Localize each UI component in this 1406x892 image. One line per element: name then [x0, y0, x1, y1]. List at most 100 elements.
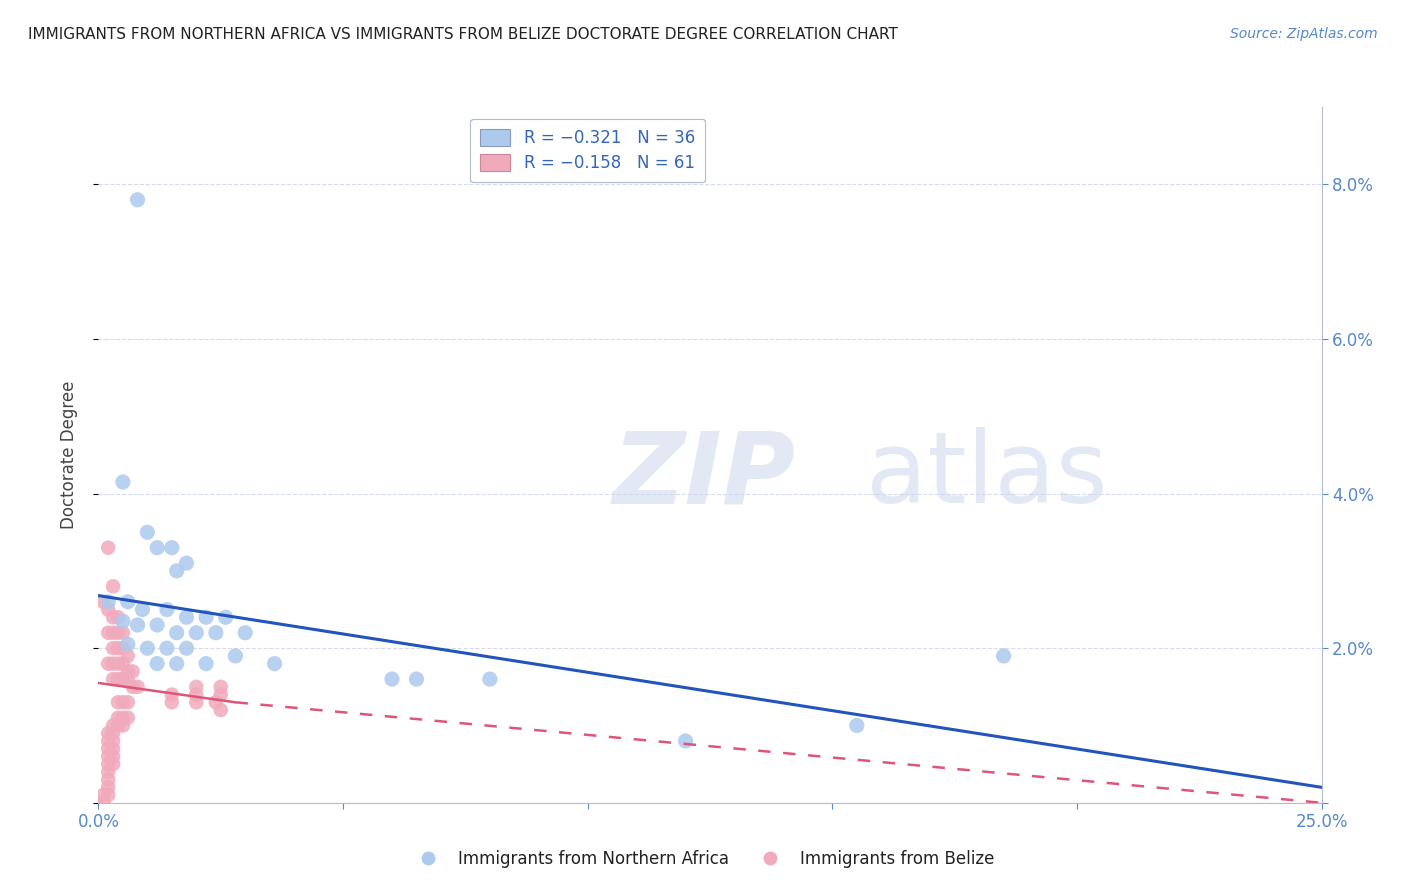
- Point: [136, 525, 159, 540]
- Point: [224, 648, 246, 663]
- Point: [111, 475, 134, 489]
- Point: [117, 648, 139, 663]
- Point: [209, 703, 232, 717]
- Point: [107, 610, 129, 624]
- Point: [97, 625, 120, 640]
- Point: [845, 718, 868, 732]
- Point: [101, 625, 124, 640]
- Point: [117, 665, 139, 679]
- Point: [97, 602, 120, 616]
- Point: [111, 641, 134, 656]
- Point: [993, 648, 1015, 663]
- Point: [209, 680, 232, 694]
- Point: [97, 726, 120, 740]
- Point: [146, 541, 169, 555]
- Point: [107, 625, 129, 640]
- Point: [127, 193, 149, 207]
- Point: [160, 688, 183, 702]
- Point: [111, 614, 134, 628]
- Point: [195, 657, 218, 671]
- Legend: R = −0.321   N = 36, R = −0.158   N = 61: R = −0.321 N = 36, R = −0.158 N = 61: [471, 119, 704, 182]
- Point: [205, 625, 228, 640]
- Point: [107, 672, 129, 686]
- Point: [91, 796, 114, 810]
- Point: [209, 688, 232, 702]
- Point: [195, 610, 218, 624]
- Text: Source: ZipAtlas.com: Source: ZipAtlas.com: [1230, 27, 1378, 41]
- Point: [214, 610, 236, 624]
- Point: [107, 641, 129, 656]
- Point: [97, 595, 120, 609]
- Point: [405, 672, 427, 686]
- Point: [111, 672, 134, 686]
- Point: [101, 757, 124, 772]
- Point: [97, 772, 120, 787]
- Point: [101, 726, 124, 740]
- Point: [146, 618, 169, 632]
- Y-axis label: Doctorate Degree: Doctorate Degree: [59, 381, 77, 529]
- Point: [97, 741, 120, 756]
- Point: [121, 665, 143, 679]
- Point: [97, 764, 120, 779]
- Text: atlas: atlas: [612, 427, 1108, 524]
- Point: [160, 695, 183, 709]
- Point: [233, 625, 256, 640]
- Point: [478, 672, 501, 686]
- Point: [107, 711, 129, 725]
- Point: [91, 788, 114, 802]
- Point: [176, 556, 198, 570]
- Point: [101, 579, 124, 593]
- Point: [107, 657, 129, 671]
- Point: [91, 796, 114, 810]
- Point: [127, 680, 149, 694]
- Point: [97, 749, 120, 764]
- Point: [121, 680, 143, 694]
- Point: [205, 695, 228, 709]
- Point: [111, 718, 134, 732]
- Point: [117, 637, 139, 651]
- Text: ZIP: ZIP: [612, 427, 796, 524]
- Point: [111, 625, 134, 640]
- Point: [111, 695, 134, 709]
- Point: [117, 595, 139, 609]
- Point: [146, 657, 169, 671]
- Point: [675, 734, 697, 748]
- Legend: Immigrants from Northern Africa, Immigrants from Belize: Immigrants from Northern Africa, Immigra…: [405, 844, 1001, 875]
- Point: [156, 602, 179, 616]
- Point: [101, 741, 124, 756]
- Point: [160, 541, 183, 555]
- Point: [263, 657, 285, 671]
- Point: [166, 625, 188, 640]
- Point: [97, 780, 120, 795]
- Point: [176, 610, 198, 624]
- Point: [166, 657, 188, 671]
- Point: [107, 695, 129, 709]
- Point: [97, 757, 120, 772]
- Point: [101, 734, 124, 748]
- Point: [186, 680, 208, 694]
- Point: [127, 618, 149, 632]
- Point: [136, 641, 159, 656]
- Point: [156, 641, 179, 656]
- Point: [176, 641, 198, 656]
- Point: [97, 734, 120, 748]
- Text: IMMIGRANTS FROM NORTHERN AFRICA VS IMMIGRANTS FROM BELIZE DOCTORATE DEGREE CORRE: IMMIGRANTS FROM NORTHERN AFRICA VS IMMIG…: [28, 27, 898, 42]
- Point: [186, 688, 208, 702]
- Point: [101, 672, 124, 686]
- Point: [131, 602, 153, 616]
- Point: [117, 695, 139, 709]
- Point: [381, 672, 404, 686]
- Point: [97, 657, 120, 671]
- Point: [101, 749, 124, 764]
- Point: [117, 711, 139, 725]
- Point: [101, 641, 124, 656]
- Point: [97, 788, 120, 802]
- Point: [186, 625, 208, 640]
- Point: [101, 718, 124, 732]
- Point: [186, 695, 208, 709]
- Point: [111, 711, 134, 725]
- Point: [166, 564, 188, 578]
- Point: [97, 541, 120, 555]
- Point: [107, 718, 129, 732]
- Point: [101, 657, 124, 671]
